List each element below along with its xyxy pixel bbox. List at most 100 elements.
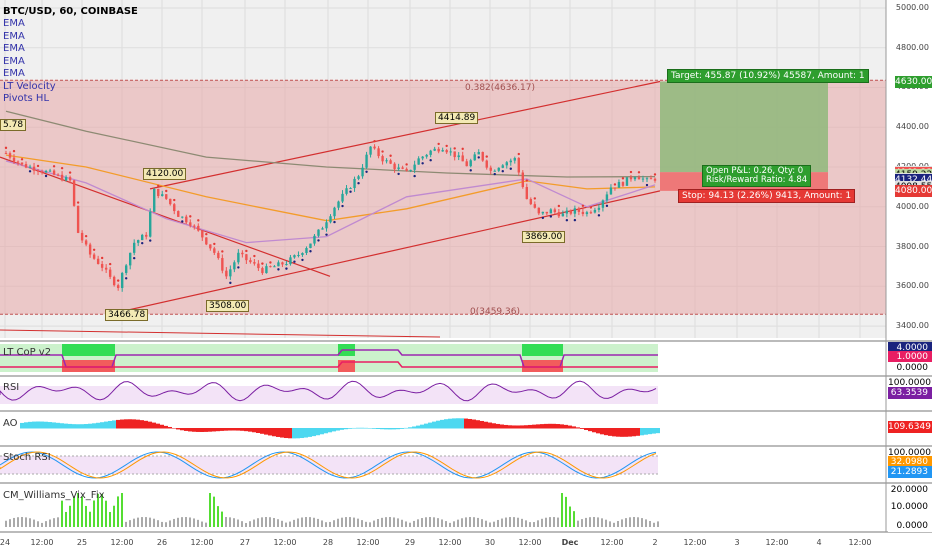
velocity-dot: [157, 184, 160, 188]
velocity-dot: [221, 250, 224, 253]
ao-bar: [552, 423, 556, 429]
candle-body: [245, 254, 248, 261]
time-tick: 12:00: [438, 538, 462, 547]
vix-bar: [353, 517, 355, 527]
candle-body: [165, 194, 168, 199]
vix-bar: [381, 517, 383, 527]
vix-bar: [453, 521, 455, 527]
vix-bar: [101, 493, 103, 527]
ao-bar: [452, 418, 456, 429]
velocity-dot: [621, 177, 625, 180]
candle-body: [329, 216, 332, 223]
open-pnl-label: Open P&L: 0.26, Qty: 0: [706, 166, 804, 176]
velocity-dot: [533, 197, 537, 200]
target-label[interactable]: Target: 455.87 (10.92%) 45587, Amount: 1: [667, 69, 869, 83]
velocity-dot: [60, 166, 64, 170]
vix-bar: [309, 517, 311, 527]
velocity-dot: [36, 164, 40, 168]
ao-bar: [648, 428, 652, 435]
vix-bar: [41, 522, 43, 527]
velocity-dot: [76, 201, 80, 204]
indicator-label[interactable]: EMA: [3, 55, 25, 67]
candle-body: [124, 265, 128, 273]
velocity-dot: [341, 204, 344, 208]
candle-body: [637, 177, 641, 180]
ao-bar: [84, 424, 88, 429]
ao-bar: [100, 422, 104, 429]
candle-body: [261, 268, 264, 274]
vix-bar: [601, 518, 603, 527]
candle-body: [289, 257, 292, 265]
vix-bar: [445, 521, 447, 527]
velocity-dot: [421, 162, 424, 165]
ao-bar: [88, 423, 92, 429]
velocity-dot: [445, 144, 448, 148]
ao-bar: [568, 425, 572, 429]
candle-body: [621, 182, 625, 186]
vix-bar: [613, 522, 615, 527]
ao-bar: [116, 419, 120, 429]
stop-label[interactable]: Stop: 94.13 (2.26%) 9413, Amount: 1: [678, 189, 856, 203]
vix-bar: [549, 517, 551, 527]
candle-body: [293, 255, 296, 258]
ao-bar: [488, 422, 492, 429]
velocity-dot: [44, 174, 48, 178]
velocity-dot: [4, 146, 8, 150]
ao-bar: [572, 426, 576, 429]
candle-body: [561, 213, 565, 217]
velocity-dot: [477, 156, 480, 159]
ao-bar: [60, 423, 64, 429]
candle-body: [209, 244, 212, 249]
candle-body: [24, 164, 28, 168]
ao-bar: [636, 428, 640, 436]
trend-line: [149, 80, 661, 190]
velocity-dot: [269, 261, 272, 264]
ao-bar: [260, 428, 264, 434]
velocity-dot: [405, 163, 408, 166]
candle-body: [489, 167, 492, 171]
ao-bar: [604, 428, 608, 436]
ao-bar: [200, 428, 204, 432]
velocity-dot: [293, 260, 296, 263]
vix-bar: [633, 517, 635, 527]
candle-body: [645, 178, 649, 180]
candle-body: [469, 160, 472, 167]
rr-ratio-label: Risk/Reward Ratio: 4.84: [706, 175, 808, 185]
vix-bar: [105, 500, 107, 527]
candle-body: [653, 178, 657, 181]
candle-body: [132, 242, 136, 253]
indicator-label[interactable]: EMA: [3, 30, 25, 42]
velocity-dot: [597, 214, 601, 217]
candle-body: [197, 225, 200, 231]
candle-body: [28, 166, 32, 168]
pnl-box[interactable]: Open P&L: 0.26, Qty: 0 Risk/Reward Ratio…: [702, 165, 812, 187]
ao-bar: [320, 428, 324, 435]
candle-body: [377, 148, 380, 157]
ao-bar: [564, 424, 568, 429]
ao-bar: [396, 428, 400, 430]
vix-bar: [289, 521, 291, 527]
ao-bar: [40, 421, 44, 429]
ao-bar: [436, 420, 440, 429]
vix-bar: [245, 522, 247, 527]
ao-bar: [68, 423, 72, 429]
indicator-label[interactable]: LT Velocity: [3, 80, 56, 92]
candle-body: [577, 208, 581, 212]
candle-body: [349, 188, 352, 190]
candle-body: [265, 266, 268, 274]
vix-bar: [365, 521, 367, 527]
indicator-label[interactable]: Pivots HL: [3, 93, 50, 104]
ao-bar: [656, 428, 660, 434]
vix-bar: [121, 493, 123, 527]
vix-bar: [205, 522, 207, 527]
indicator-label[interactable]: EMA: [3, 68, 25, 79]
indicator-label[interactable]: EMA: [3, 18, 25, 29]
vix-bar: [57, 517, 59, 527]
fib-label-0: 0(3459.36): [470, 307, 520, 317]
time-tick: 12:00: [30, 538, 54, 547]
vix-bar: [573, 511, 575, 527]
vix-bar: [169, 520, 171, 527]
indicator-label[interactable]: EMA: [3, 43, 25, 54]
velocity-dot: [149, 239, 152, 242]
vix-bar: [61, 500, 63, 527]
